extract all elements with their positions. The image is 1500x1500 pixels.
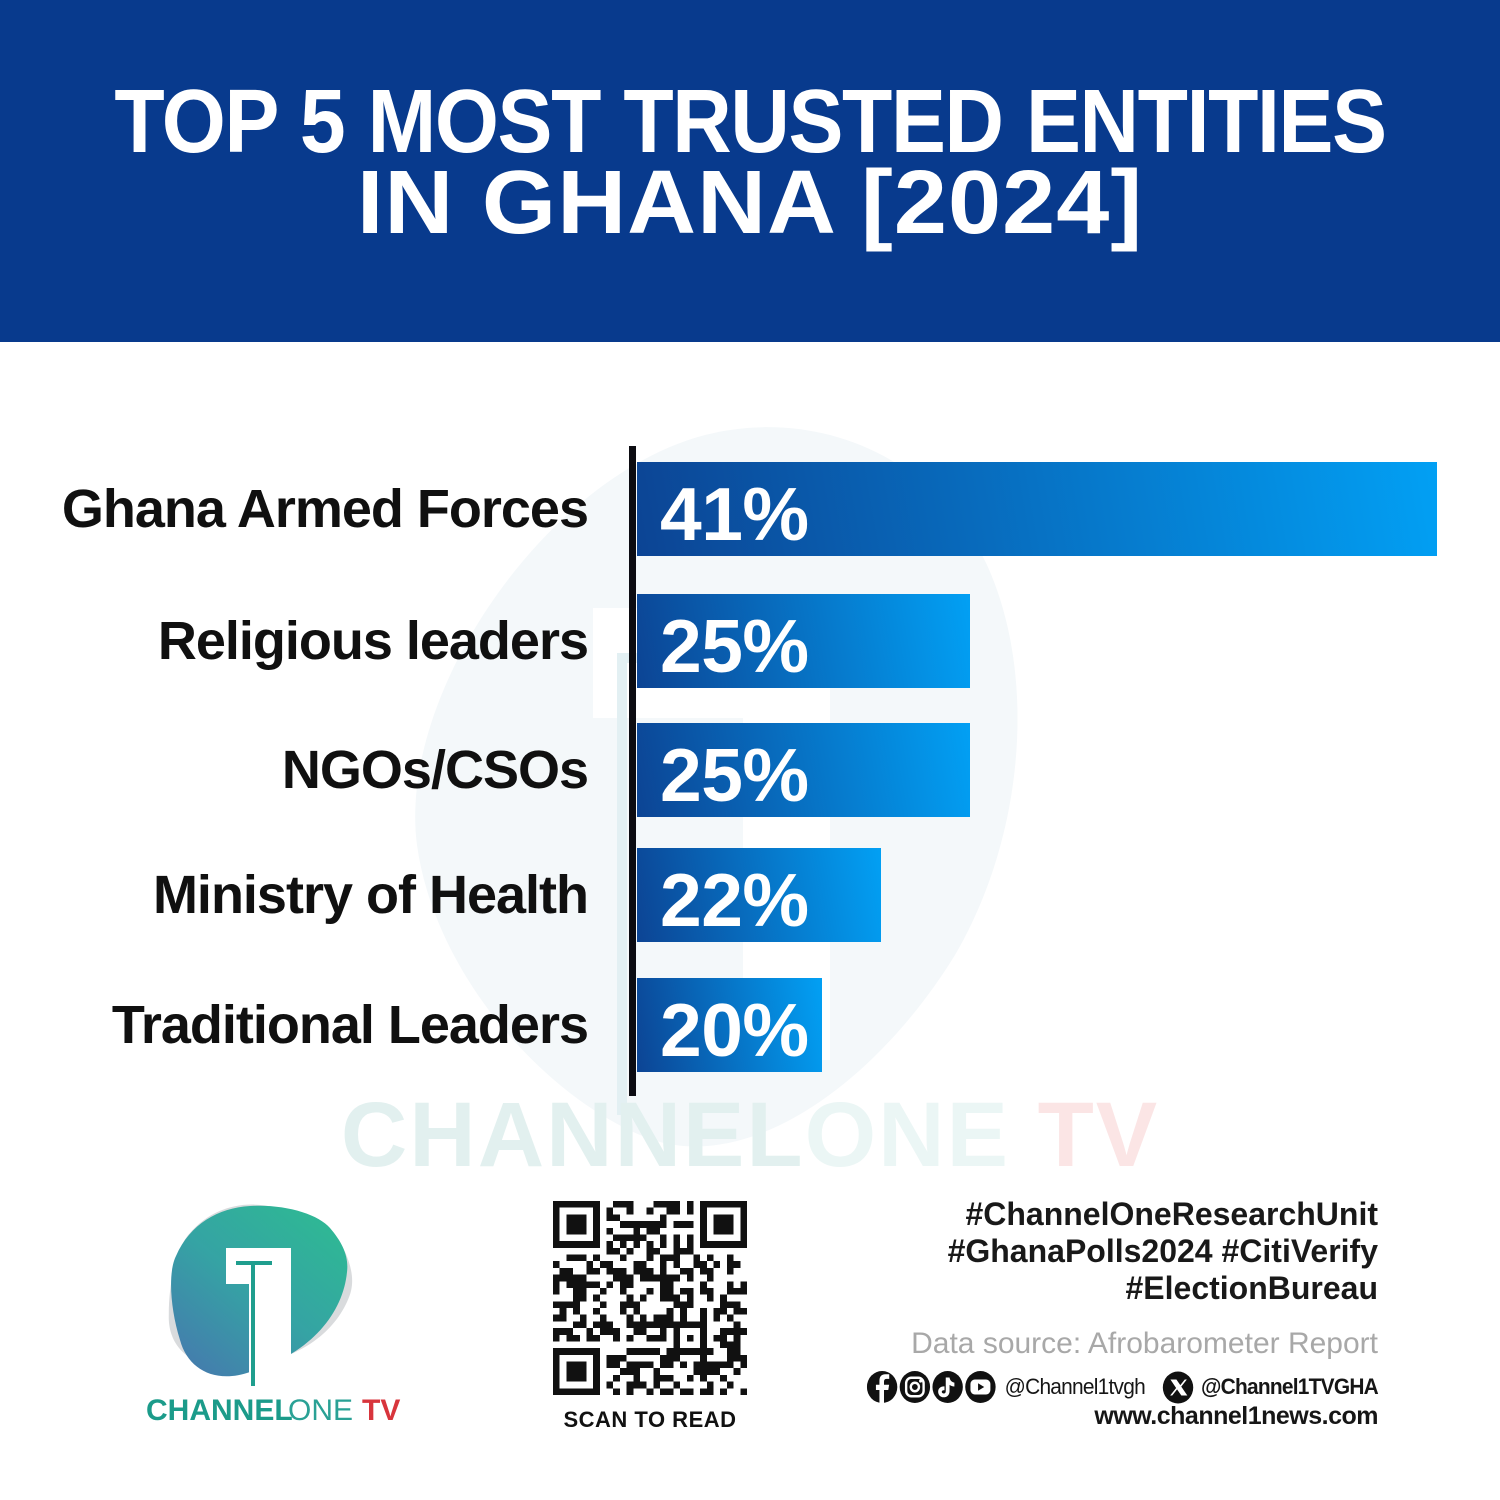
svg-text:CHANNEL: CHANNEL <box>146 1394 293 1427</box>
svg-text:TV: TV <box>362 1394 400 1427</box>
svg-text:ONE: ONE <box>288 1394 353 1427</box>
